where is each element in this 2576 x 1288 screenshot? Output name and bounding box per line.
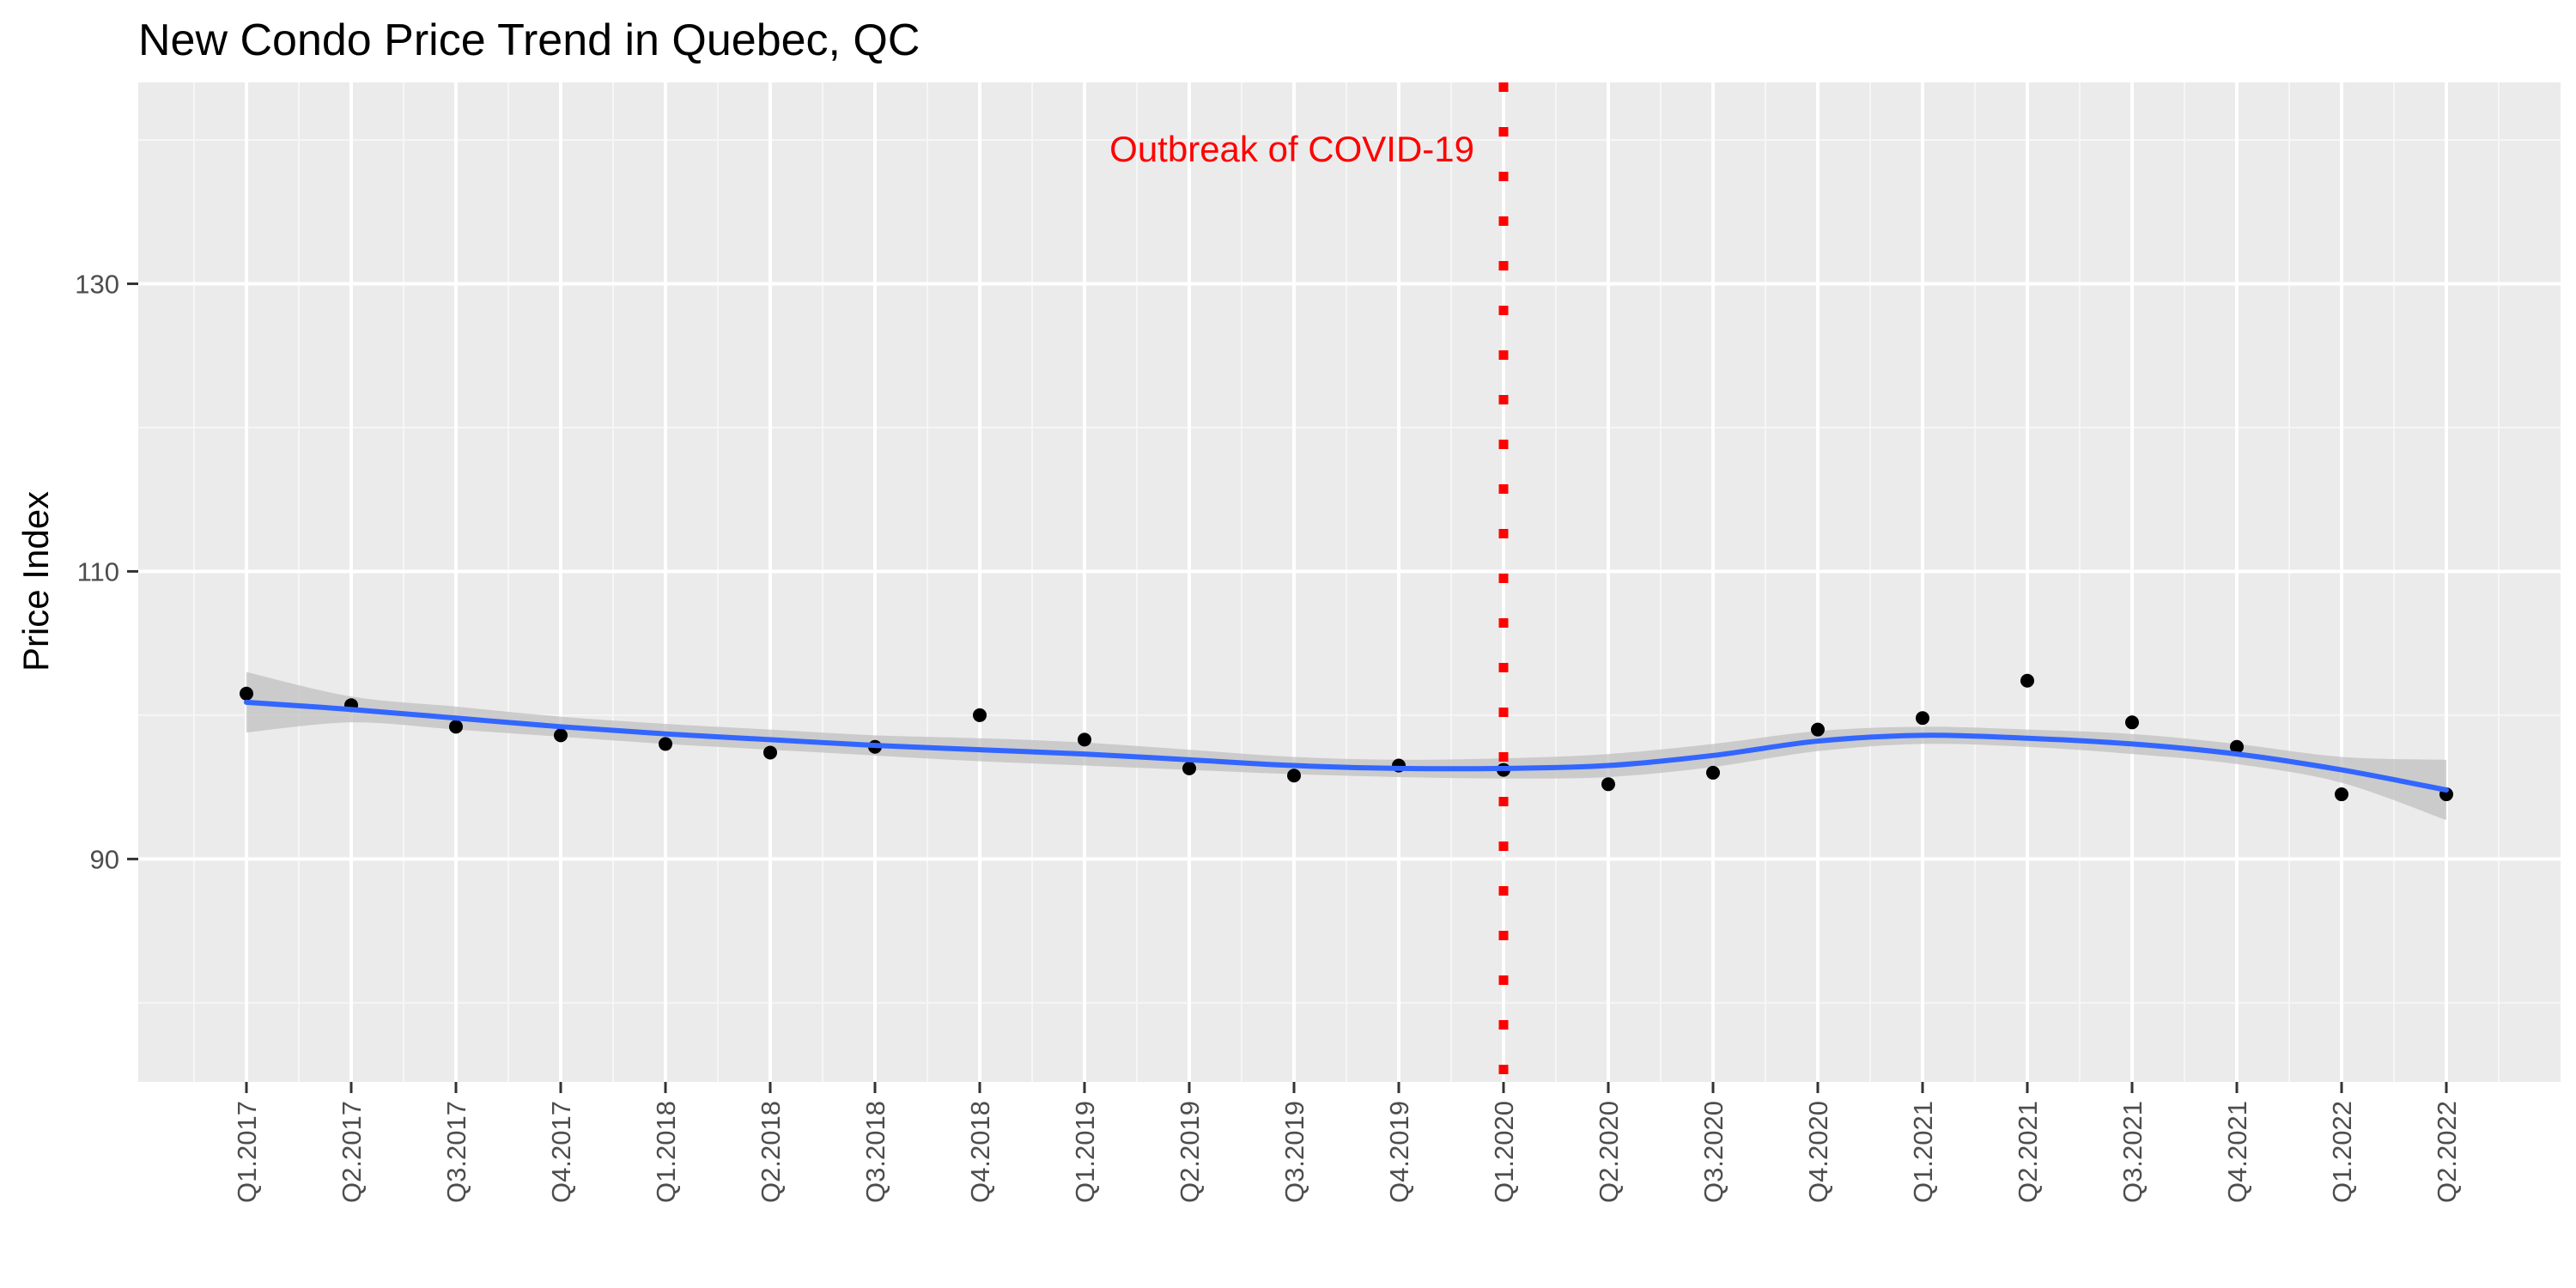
x-tick-label: Q1.2020	[1489, 1101, 1519, 1203]
smooth-line	[244, 699, 2449, 793]
data-point	[1706, 765, 1720, 780]
x-tick-label: Q2.2020	[1594, 1101, 1624, 1203]
x-tick-label: Q3.2018	[860, 1101, 890, 1203]
x-tick-label: Q3.2017	[441, 1101, 471, 1203]
x-tick-label: Q1.2022	[2327, 1101, 2357, 1203]
data-point	[1287, 769, 1301, 783]
y-tick-label: 110	[77, 556, 119, 586]
data-point	[973, 708, 987, 722]
data-point	[1601, 777, 1615, 792]
annotation-label: Outbreak of COVID-19	[1109, 129, 1474, 169]
data-point	[449, 720, 463, 734]
smooth-line-layer	[244, 699, 2449, 793]
y-axis: 90 110 130	[75, 269, 138, 874]
x-tick-label: Q4.2021	[2222, 1101, 2252, 1203]
data-point	[1811, 722, 1825, 737]
x-tick-label: Q1.2021	[1908, 1101, 1938, 1203]
data-point	[659, 737, 672, 751]
x-tick-label: Q2.2021	[2013, 1101, 2043, 1203]
x-tick-label: Q2.2022	[2432, 1101, 2462, 1203]
x-tick-label: Q2.2018	[756, 1101, 786, 1203]
grid-minor	[138, 82, 2561, 1082]
x-tick-label: Q1.2019	[1070, 1101, 1100, 1203]
data-point	[2335, 787, 2348, 802]
y-axis-label: Price Index	[15, 491, 56, 671]
x-axis: Q1.2017 Q2.2017 Q3.2017 Q4.2017 Q1.2018 Q2.20…	[232, 1082, 2462, 1203]
grid-major	[138, 82, 2561, 1082]
y-tick-label: 90	[90, 844, 119, 874]
x-tick-label: Q4.2020	[1803, 1101, 1833, 1203]
data-point	[1916, 711, 1929, 726]
data-point	[2020, 673, 2034, 688]
data-point	[2125, 715, 2139, 730]
x-tick-label: Q2.2019	[1175, 1101, 1205, 1203]
annotation-layer: Outbreak of COVID-19	[1109, 82, 1509, 1082]
x-tick-label: Q4.2017	[546, 1101, 576, 1203]
x-tick-label: Q3.2020	[1698, 1101, 1728, 1203]
data-point	[763, 745, 777, 760]
x-tick-label: Q3.2021	[2117, 1101, 2148, 1203]
data-point	[2230, 739, 2244, 754]
y-tick-label: 130	[75, 269, 119, 299]
x-tick-label: Q3.2019	[1279, 1101, 1309, 1203]
x-tick-label: Q4.2019	[1384, 1101, 1414, 1203]
data-point	[1078, 732, 1091, 747]
data-point	[240, 686, 253, 701]
data-point	[554, 728, 568, 743]
x-tick-label: Q4.2018	[965, 1101, 995, 1203]
chart-title: New Condo Price Trend in Quebec, QC	[138, 15, 920, 65]
x-tick-label: Q1.2017	[232, 1101, 262, 1203]
data-point	[1182, 761, 1196, 775]
plot-panel	[138, 82, 2561, 1082]
x-tick-label: Q2.2017	[337, 1101, 367, 1203]
x-tick-label: Q1.2018	[651, 1101, 681, 1203]
